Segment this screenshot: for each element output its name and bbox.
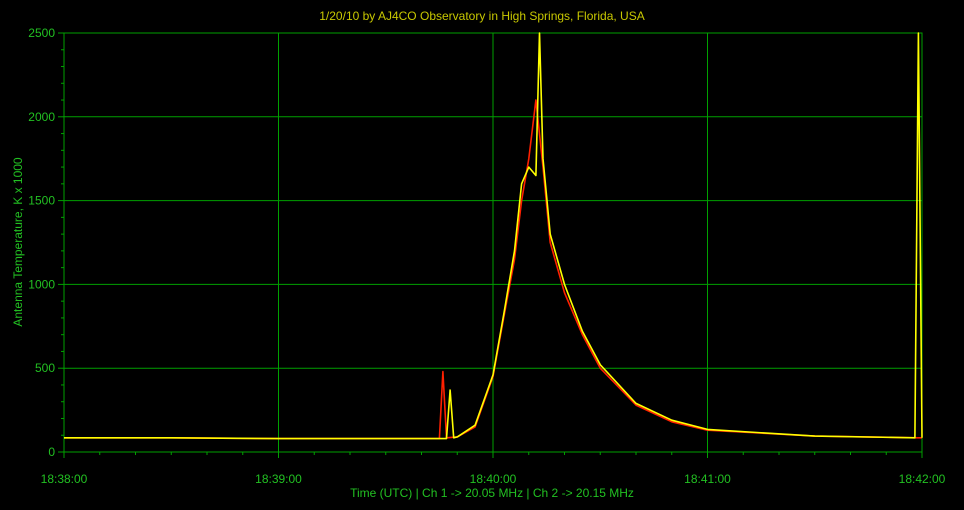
x-tick-label: 18:42:00: [899, 472, 946, 486]
y-tick-label: 2000: [28, 110, 55, 124]
x-tick-label: 18:39:00: [255, 472, 302, 486]
x-axis-label: Time (UTC) | Ch 1 -> 20.05 MHz | Ch 2 ->…: [350, 486, 634, 500]
y-tick-label: 1000: [28, 277, 55, 291]
y-tick-label: 500: [35, 361, 55, 375]
x-tick-label: 18:40:00: [470, 472, 517, 486]
y-tick-label: 0: [48, 445, 55, 459]
series-line-ch2: [64, 32, 923, 440]
chart-title: 1/20/10 by AJ4CO Observatory in High Spr…: [319, 9, 645, 23]
y-axis-label: Antenna Temperature, K x 1000: [11, 157, 25, 327]
x-tick-label: 18:38:00: [41, 472, 88, 486]
y-tick-label: 1500: [28, 194, 55, 208]
x-tick-label: 18:41:00: [684, 472, 731, 486]
y-tick-label: 2500: [28, 26, 55, 40]
